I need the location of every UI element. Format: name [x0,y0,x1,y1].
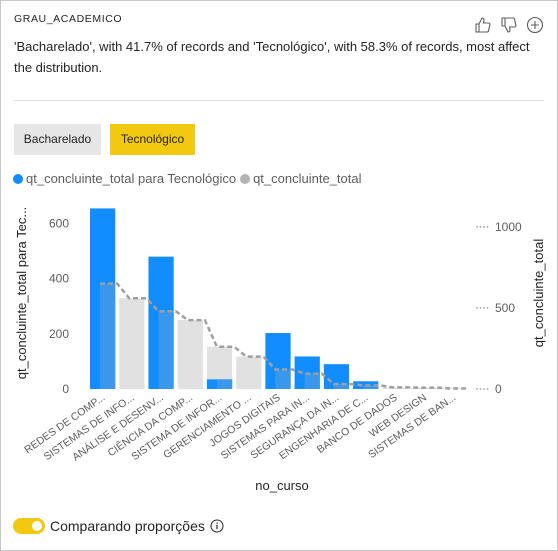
comparison-outline [100,282,468,390]
compare-toggle[interactable] [13,518,45,534]
left-tick-label: 0 [62,382,69,396]
primary-overlap-bar [363,385,379,389]
add-icon[interactable] [525,15,545,35]
legend-label: qt_concluinte_total [253,171,362,186]
right-tick-dot [479,307,482,309]
comparison-bar [119,298,145,389]
legend-dot-icon [13,173,23,184]
divider [14,100,544,101]
segment-tecnologico-button[interactable]: Tecnológico [110,124,195,155]
right-tick-dot [483,225,485,228]
toggle-label: Comparando proporções [50,518,205,534]
right-tick-label: 500 [495,301,515,315]
right-axis-title: qt_concluinte_total [531,239,546,348]
right-tick-label: 1000 [495,220,522,234]
header-icons [473,15,545,35]
info-icon[interactable] [210,519,224,533]
comparison-bar [382,387,408,389]
right-tick-dot [476,225,478,228]
bar-chart: 0 200 400 600 0 500 1000 qt_concluinte_total pa… [14,207,546,493]
comparison-bar [236,356,262,389]
right-tick-dot [479,388,482,390]
primary-overlap-bar [275,369,291,389]
right-tick-dot [476,307,478,309]
primary-overlap-bar [100,283,116,389]
primary-overlap-bar [216,379,233,389]
legend-dot-icon [240,173,251,184]
left-tick-label: 600 [49,217,69,231]
right-tick-label: 0 [495,382,502,396]
left-tick-label: 400 [49,272,69,286]
x-axis-title: no_curso [255,478,308,493]
thumbs-down-icon[interactable] [499,15,519,35]
insight-text: 'Bacharelado', with 41.7% of records and… [14,39,530,75]
legend-item-tecnologico[interactable]: qt_concluinte_total para Tecnológico [13,171,236,186]
chart-legend: qt_concluinte_total para Tecnológico qt_… [13,171,366,186]
legend-label: qt_concluinte_total para Tecnológico [26,171,237,186]
right-tick-dot [476,388,478,390]
primary-overlap-bar [333,384,350,389]
field-name: GRAU_ACADEMICO [14,13,123,25]
left-tick-label: 200 [49,327,69,341]
right-tick-dot [486,388,489,390]
compare-toggle-row: Comparando proporções [13,518,224,534]
primary-overlap-bar [158,311,174,389]
legend-item-total[interactable]: qt_concluinte_total [240,171,362,186]
left-axis-title: qt_concluinte_total para Tec... [14,207,29,380]
right-tick-dot [486,307,489,309]
right-tick-dot [483,388,485,390]
thumbs-up-icon[interactable] [473,15,493,35]
comparison-bar [177,320,203,389]
right-tick-dot [486,225,489,228]
primary-overlap-bar [304,373,320,389]
right-tick-dot [483,307,485,309]
segment-bacharelado-button[interactable]: Bacharelado [14,124,101,155]
right-tick-dot [479,225,482,228]
toggle-knob [32,521,42,531]
